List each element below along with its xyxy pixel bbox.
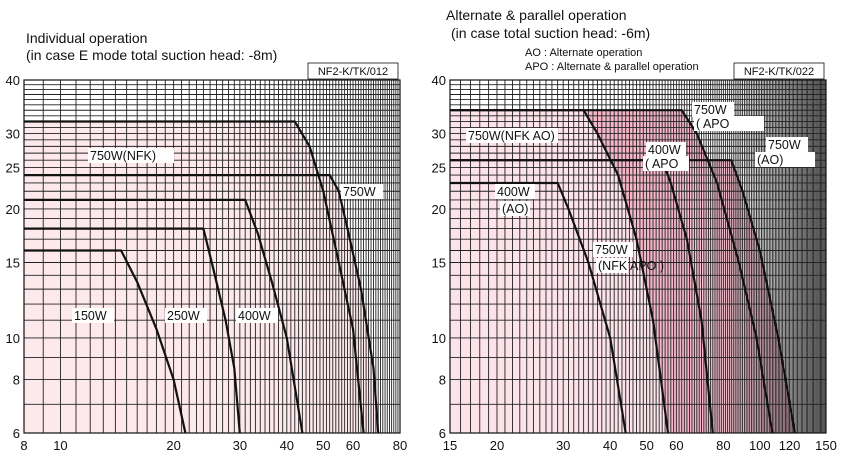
right-plot-frame [449,79,827,434]
right-curve-label: 750W(NFK AO) [468,129,555,143]
left-performance-chart: 8 10 20 30 40 50 60 8068101520253040NF2-K/TK/01… [6,62,407,453]
right-series-line-3 [450,109,774,434]
right-label-bg [466,128,558,143]
left-curve-label: 750W(NFK) [90,149,156,163]
left-y-tick-label: 10 [6,331,20,346]
right-curve-label: 400W [497,185,530,199]
right-x-tick-label: 30 [556,438,570,453]
left-curve-label: 150W [74,309,107,323]
right-label-bg [596,258,628,273]
left-x-tick-label: 20 [166,438,180,453]
left-label-bg [165,308,207,323]
right-chart-subtitle: (in case total suction head: -6m) [451,25,650,41]
left-x-tick-label: 30 [233,438,247,453]
right-y-tick-label: 30 [432,127,446,142]
right-y-tick-label: 25 [432,160,446,175]
left-chart-title: Individual operation [26,30,147,46]
left-label-bg [341,184,383,199]
left-x-tick-label: 10 [53,438,67,453]
left-label-bg [88,148,174,163]
right-y-tick-label: 20 [432,202,446,217]
left-x-tick-label: 40 [280,438,294,453]
left-label-bg [72,308,114,323]
right-curve-label: (NFK APO ) [598,259,664,273]
right-x-tick-label: 40 [603,438,617,453]
right-curve-label: (AO) [757,153,783,167]
right-label-bg [500,201,530,216]
right-curve-label: 750W [595,243,628,257]
left-y-tick-label: 25 [6,160,20,175]
right-chart-title: Alternate & parallel operation [446,7,627,23]
left-x-tick-label: 50 [316,438,330,453]
right-label-bg [692,102,734,117]
left-series-line-1 [24,227,241,434]
right-y-tick-label: 10 [432,331,446,346]
left-curve-label: 250W [167,309,200,323]
right-curve-label: 400W [648,143,681,157]
left-y-tick-label: 40 [6,73,20,88]
right-x-tick-label: 60 [669,438,683,453]
legend-ao: AO : Alternate operation [525,47,642,59]
left-y-tick-label: 6 [13,426,20,441]
right-x-tick-label: 50 [639,438,653,453]
right-label-bg [694,116,764,131]
left-x-tick-label: 60 [346,438,360,453]
left-label-bg [236,308,278,323]
left-series-line-3 [24,120,365,434]
right-x-tick-label: 120 [779,438,801,453]
right-y-tick-label: 15 [432,256,446,271]
right-code-box [733,62,825,80]
left-y-tick-label: 30 [6,127,20,142]
right-code-label: NF2-K/TK/022 [744,66,814,78]
left-series-line-0 [24,249,187,434]
left-y-tick-label: 8 [13,372,20,387]
left-y-tick-label: 15 [6,256,20,271]
right-label-bg [755,152,815,167]
right-x-tick-label: 150 [815,438,837,453]
right-x-tick-label: 20 [490,438,504,453]
right-x-tick-label: 15 [443,438,457,453]
left-curve-label: 750W [343,185,376,199]
left-plot-frame [23,79,401,434]
right-label-bg [643,156,689,171]
right-y-tick-label: 6 [439,426,446,441]
right-label-bg [766,137,808,152]
left-code-box [307,62,399,80]
right-curve-label: ( APO [645,157,679,171]
right-x-tick-label: 80 [716,438,730,453]
left-code-label: NF2-K/TK/012 [318,66,388,78]
left-x-tick-label: 8 [20,438,27,453]
right-performance-chart: 15 20 30 40 50 60 80 100 120 150 6 8 10 15 20 25 30 40 NF2… [432,62,837,453]
right-curve-label: ( APO [696,117,730,131]
right-curve-label: (AO) [502,202,528,216]
right-y-tick-label: 40 [432,73,446,88]
right-curve-label: 750W [768,138,801,152]
right-label-bg [593,242,633,257]
left-chart-subtitle: (in case E mode total suction head: -8m) [26,47,277,63]
left-curve-label: 400W [238,309,271,323]
right-label-bg [495,184,535,199]
right-x-tick-label: 100 [749,438,771,453]
right-curve-label: 750W [694,103,727,117]
right-series-line-0 [450,181,627,434]
left-x-tick-label: 80 [393,438,407,453]
legend-apo: APO : Alternate & parallel operation [525,61,699,73]
right-label-bg [646,142,686,157]
left-y-tick-label: 20 [6,202,20,217]
left-series-line-2 [24,198,304,434]
right-y-tick-label: 8 [439,372,446,387]
left-series-line-4 [24,174,380,434]
